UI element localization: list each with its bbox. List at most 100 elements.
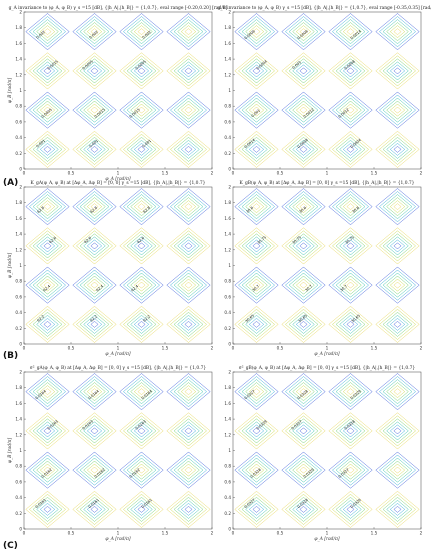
contour-line	[90, 388, 99, 395]
contour-line	[177, 197, 200, 216]
contour-panels: g_A invariance to (φ_A, φ_B) γ_s =15 [dB…	[8, 6, 431, 542]
contour-line	[245, 500, 268, 519]
contour-line	[166, 451, 211, 489]
contour-line	[90, 146, 99, 153]
contour-line	[375, 451, 420, 489]
contour-line	[32, 97, 63, 123]
contour-label: 0.0162	[94, 468, 106, 479]
contour-line	[241, 233, 272, 259]
y-tick-label: 1.6	[15, 401, 22, 406]
contour-line	[32, 272, 63, 298]
y-tick-label: 1.8	[224, 25, 231, 30]
contour-line	[339, 100, 362, 120]
contour-line	[137, 427, 146, 435]
contour-line	[184, 203, 193, 210]
contour-line	[43, 506, 52, 513]
contour-line	[184, 321, 193, 328]
contour-line	[39, 200, 56, 213]
contour-line	[245, 460, 268, 480]
contour-line	[173, 97, 204, 123]
contour-line	[288, 19, 319, 44]
contour-panel-3: K_gA(φ_A, φ_B) at [Δφ_A, Δφ_B] = [0, 0] …	[8, 181, 214, 357]
contour-line	[29, 94, 66, 126]
contour-line	[123, 230, 160, 262]
contour-lines	[234, 13, 420, 168]
y-tick-label: 2	[228, 185, 231, 190]
contour-line	[241, 418, 272, 444]
contour-line	[382, 97, 413, 123]
contour-line	[177, 275, 200, 295]
contour-line	[29, 269, 66, 301]
contour-line	[339, 315, 362, 334]
y-tick-label: 0.4	[224, 135, 231, 140]
contour-line	[126, 19, 157, 44]
y-tick-label: 0.8	[15, 279, 22, 284]
contour-line	[83, 100, 106, 120]
contour-line	[386, 315, 409, 334]
contour-line	[342, 385, 359, 398]
contour-line	[39, 239, 56, 253]
contour-line	[76, 269, 113, 301]
contour-label: 30.65	[351, 314, 361, 324]
contour-line	[245, 100, 268, 120]
contour-line	[245, 22, 268, 41]
contour-line	[173, 379, 204, 404]
contour-label: 0.0164	[141, 389, 154, 401]
contour-line	[342, 278, 359, 292]
contour-line	[166, 266, 211, 304]
contour-line	[342, 143, 359, 156]
contour-line	[389, 239, 406, 253]
contour-line	[86, 143, 103, 156]
contour-line	[375, 130, 420, 168]
contour-line	[346, 281, 355, 289]
contour-line	[299, 106, 308, 114]
y-tick-label: 2	[19, 10, 22, 15]
contour-line	[346, 427, 355, 435]
contour-lines	[234, 188, 420, 343]
contour-line	[29, 230, 66, 262]
contour-line	[184, 242, 193, 250]
contour-line	[389, 64, 406, 78]
contour-line	[386, 100, 409, 120]
contour-line	[382, 272, 413, 298]
contour-line	[133, 103, 150, 117]
contour-label: 0.0328	[297, 389, 310, 401]
contour-label: 0.0012	[303, 108, 315, 119]
contour-line	[288, 418, 319, 444]
contour-line	[389, 424, 406, 438]
y-tick-label: 0.8	[224, 279, 231, 284]
contour-line	[137, 321, 146, 328]
contour-line	[86, 64, 103, 78]
contour-line	[328, 91, 373, 129]
contour-line	[173, 312, 204, 337]
contour-line	[238, 454, 275, 486]
x-axis-label: φ_A [rad/π]	[105, 352, 130, 357]
contour-line	[43, 67, 52, 75]
contour-line	[238, 94, 275, 126]
contour-line	[335, 457, 366, 483]
contour-line	[173, 194, 204, 219]
contour-line	[119, 52, 164, 90]
contour-line	[295, 318, 312, 331]
contour-line	[335, 272, 366, 298]
contour-line	[382, 418, 413, 444]
contour-line	[90, 506, 99, 513]
contour-line	[379, 55, 416, 87]
contour-label: 0.0005	[82, 60, 94, 71]
contour-line	[234, 13, 279, 51]
contour-line	[335, 312, 366, 337]
contour-line	[123, 308, 160, 340]
plot-frame	[23, 186, 213, 345]
contour-line	[379, 415, 416, 447]
panel-letter-b: (B)	[3, 351, 18, 361]
contour-line	[133, 385, 150, 398]
contour-line	[252, 281, 261, 289]
contour-label: 0.0004	[256, 59, 269, 71]
contour-line	[130, 140, 153, 159]
x-tick-label: 2	[420, 171, 423, 176]
contour-label: 30.6	[352, 205, 361, 214]
contour-line	[133, 278, 150, 292]
contour-label: 0.0328	[344, 419, 357, 431]
contour-line	[72, 490, 117, 528]
contour-line	[130, 275, 153, 295]
